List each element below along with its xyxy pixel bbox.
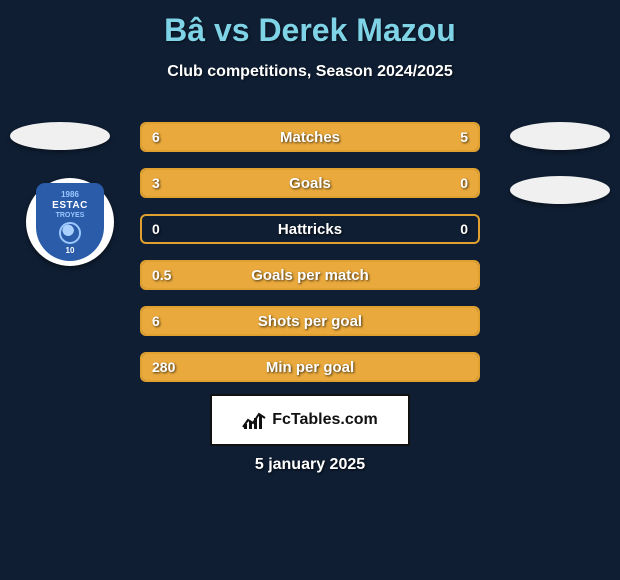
bar-row-hattricks: 0 Hattricks 0 (140, 214, 480, 244)
bar-label: Min per goal (142, 354, 478, 380)
bar-label: Shots per goal (142, 308, 478, 334)
crest-year: 1986 (61, 190, 79, 199)
bar-value-right: 0 (460, 170, 468, 196)
page-subtitle: Club competitions, Season 2024/2025 (0, 63, 620, 81)
club-crest-shield: 1986 ESTAC TROYES 10 (36, 183, 104, 261)
bar-row-min-per-goal: 280 Min per goal (140, 352, 480, 382)
crest-sub-text: TROYES (56, 212, 85, 219)
crest-number: 10 (66, 246, 75, 255)
bar-label: Goals per match (142, 262, 478, 288)
brand-badge: FcTables.com (210, 394, 410, 446)
placeholder-oval-right-mid (510, 176, 610, 204)
bar-label: Matches (142, 124, 478, 150)
crest-main-text: ESTAC (52, 200, 88, 211)
club-crest: 1986 ESTAC TROYES 10 (26, 178, 114, 266)
comparison-bars: 6 Matches 5 3 Goals 0 0 Hattricks 0 0.5 … (140, 122, 480, 398)
infographic-root: Bâ vs Derek Mazou Club competitions, Sea… (0, 0, 620, 580)
bar-row-matches: 6 Matches 5 (140, 122, 480, 152)
bar-label: Hattricks (142, 216, 478, 242)
page-title: Bâ vs Derek Mazou (0, 0, 620, 49)
bar-value-right: 0 (460, 216, 468, 242)
bar-row-shots-per-goal: 6 Shots per goal (140, 306, 480, 336)
bar-row-goals: 3 Goals 0 (140, 168, 480, 198)
placeholder-oval-right-top (510, 122, 610, 150)
placeholder-oval-left-top (10, 122, 110, 150)
bar-value-right: 5 (460, 124, 468, 150)
bar-row-goals-per-match: 0.5 Goals per match (140, 260, 480, 290)
crest-ball-icon (59, 222, 81, 244)
brand-text: FcTables.com (272, 411, 378, 429)
footer-date: 5 january 2025 (0, 456, 620, 474)
brand-chart-icon (242, 410, 266, 430)
bar-label: Goals (142, 170, 478, 196)
